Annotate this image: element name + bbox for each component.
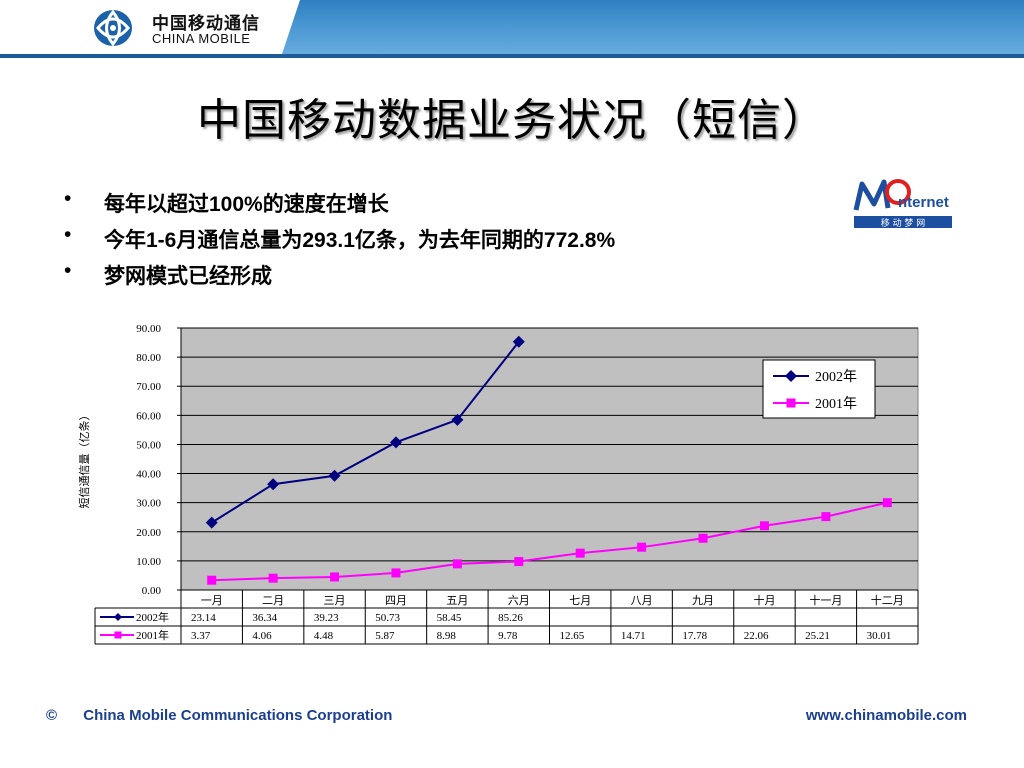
table-cell-value: 39.23	[314, 612, 339, 624]
y-axis-title: 短信通信量（亿条）	[77, 410, 91, 509]
y-tick-label: 0.00	[142, 585, 162, 597]
slide-title: 中国移动数据业务状况（短信）	[197, 95, 827, 146]
table-cell-value: 4.48	[314, 630, 334, 642]
table-cell-value: 3.37	[191, 630, 211, 642]
y-tick-label: 10.00	[136, 556, 161, 568]
monternet-wordmark: nternet	[898, 194, 949, 211]
table-cell-value: 85.26	[498, 612, 523, 624]
data-point	[698, 533, 708, 543]
table-cell-value: 36.34	[252, 612, 277, 624]
table-cell-value: 50.73	[375, 612, 400, 624]
footer-company-name: China Mobile Communications Corporation	[83, 707, 393, 724]
bullet-text: 每年以超过100%的速度在增长	[104, 193, 389, 216]
legend-label: 2002年	[815, 369, 857, 385]
data-point	[575, 548, 585, 558]
bullet-item: • 每年以超过100%的速度在增长	[60, 187, 615, 224]
table-cell-value: 5.87	[375, 630, 395, 642]
data-point	[452, 559, 462, 569]
x-category-label: 三月	[324, 594, 346, 607]
x-category-label: 五月	[446, 594, 468, 607]
x-category-label: 九月	[692, 594, 714, 607]
bullet-dot-icon: •	[64, 223, 72, 246]
data-point	[821, 512, 831, 522]
footer-url[interactable]: www.chinamobile.com	[805, 707, 967, 724]
y-tick-label: 40.00	[136, 469, 161, 481]
footer-company: © China Mobile Communications Corporatio…	[46, 707, 392, 724]
y-tick-label: 50.00	[136, 439, 161, 451]
copyright-icon: ©	[46, 707, 58, 724]
x-category-label: 七月	[569, 594, 591, 607]
bullet-dot-icon: •	[64, 187, 72, 210]
table-cell-value: 8.98	[437, 630, 457, 642]
legend-marker	[785, 370, 797, 382]
monternet-logo: nternet 移 动 梦 网	[853, 179, 952, 229]
data-point	[389, 436, 402, 449]
series-line	[211, 341, 520, 524]
legend-box	[762, 359, 876, 419]
legend-marker	[786, 398, 796, 408]
x-category-label: 十月	[753, 593, 775, 607]
bullet-text: 今年1-6月通信总量为293.1亿条，为去年同期的772.8%	[104, 229, 616, 252]
china-mobile-logo-icon	[94, 9, 132, 47]
data-point	[207, 575, 217, 585]
table-cell-value: 25.21	[805, 630, 830, 642]
data-point	[328, 469, 341, 482]
bullet-list: • 每年以超过100%的速度在增长 • 今年1-6月通信总量为293.1亿条，为…	[60, 187, 616, 296]
logo-plate: 中国移动通信 CHINA MOBILE	[0, 0, 300, 54]
data-point	[267, 478, 280, 491]
data-point	[637, 542, 647, 552]
table-legend-marker	[114, 613, 122, 621]
y-tick-label: 20.00	[136, 527, 161, 539]
x-category-label: 四月	[385, 594, 407, 607]
legend-label: 2001年	[815, 396, 857, 412]
bullet-text: 梦网模式已经形成	[104, 265, 272, 288]
table-series-name: 2001年	[136, 628, 169, 642]
table-cell-value: 30.01	[867, 630, 892, 642]
x-category-label: 十二月	[871, 593, 904, 607]
table-cell-value: 14.71	[621, 630, 646, 642]
x-category-label: 二月	[262, 594, 284, 607]
series-line	[211, 501, 888, 582]
x-category-label: 八月	[631, 594, 653, 607]
table-cell-value: 9.78	[498, 630, 518, 642]
bullet-item: • 今年1-6月通信总量为293.1亿条，为去年同期的772.8%	[60, 223, 616, 260]
table-cell-value: 17.78	[682, 630, 707, 642]
bullet-item: • 梦网模式已经形成	[60, 259, 615, 296]
table-cell-value: 58.45	[437, 612, 462, 624]
data-point	[882, 498, 892, 508]
table-cell-value: 23.14	[191, 612, 216, 624]
data-point	[330, 572, 340, 582]
y-tick-label: 30.00	[136, 498, 161, 510]
table-cell-value: 4.06	[252, 630, 272, 642]
x-category-label: 一月	[201, 594, 223, 607]
logo-english-text: CHINA MOBILE	[152, 31, 251, 46]
data-point	[451, 413, 464, 426]
data-point	[759, 521, 769, 531]
data-point	[268, 573, 278, 583]
monternet-subtext: 移 动 梦 网	[881, 217, 926, 229]
y-tick-label: 90.00	[136, 323, 161, 335]
y-tick-label: 70.00	[136, 381, 161, 393]
data-point	[512, 335, 525, 348]
table-cell-value: 12.65	[560, 630, 585, 642]
bullet-dot-icon: •	[64, 259, 72, 282]
table-legend-marker	[114, 631, 122, 639]
y-tick-label: 60.00	[136, 410, 161, 422]
x-category-label: 十一月	[809, 593, 842, 607]
x-category-label: 六月	[508, 594, 530, 607]
y-tick-label: 80.00	[136, 352, 161, 364]
data-point	[391, 568, 401, 578]
table-series-name: 2002年	[136, 610, 169, 624]
table-cell-value: 22.06	[744, 630, 769, 642]
data-point	[205, 516, 218, 529]
data-point	[514, 557, 524, 567]
logo-chinese-text: 中国移动通信	[152, 14, 260, 34]
